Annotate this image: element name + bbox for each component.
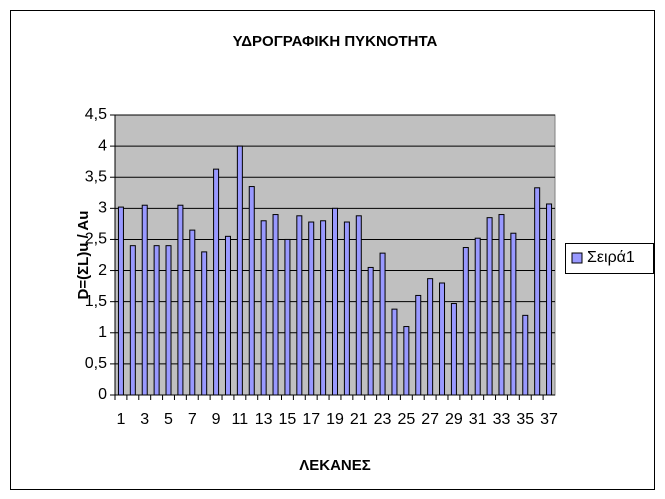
bar [224, 235, 231, 396]
x-tick-label: 11 [232, 411, 249, 428]
bar [391, 308, 398, 396]
chart-title: ΥΔΡΟΓΡΑΦΙΚΗ ΠΥΚΝΟΤΗΤΑ [233, 33, 438, 50]
bar [129, 245, 136, 396]
y-tick-label: 2 [98, 262, 107, 279]
x-tick-label: 35 [516, 411, 534, 428]
bar [141, 204, 148, 396]
bar [332, 207, 338, 396]
x-tick-label: 15 [279, 411, 297, 428]
x-tick-label: 27 [421, 411, 439, 428]
legend-swatch [571, 252, 583, 264]
bar [534, 187, 541, 396]
y-tick-label: 0 [98, 386, 107, 403]
bar [165, 245, 172, 396]
bar [177, 204, 184, 396]
bar [522, 314, 529, 396]
bar [236, 145, 243, 396]
bar [153, 245, 160, 396]
x-tick-label: 31 [469, 411, 487, 428]
legend-label: Σειρά1 [587, 249, 635, 266]
x-tick-label: 17 [302, 411, 320, 428]
bar [415, 294, 422, 396]
x-tick-label: 33 [493, 411, 511, 428]
bar [213, 168, 220, 396]
y-tick-label: 4,5 [85, 106, 107, 123]
x-tick-label: 5 [164, 411, 173, 428]
x-tick-label: 3 [140, 411, 149, 428]
bar [260, 220, 267, 396]
y-axis-label: D=(ΣL)u / Au [75, 211, 92, 300]
bar [343, 221, 350, 396]
x-tick-label: 13 [255, 411, 273, 428]
bar [474, 237, 481, 396]
bar [403, 326, 410, 396]
bar [450, 303, 457, 396]
x-tick-label: 7 [188, 411, 197, 428]
bar [462, 247, 469, 396]
y-tick-label: 4 [98, 137, 107, 154]
x-tick-label: 23 [374, 411, 392, 428]
bar [320, 220, 327, 396]
bar [308, 221, 315, 396]
bar [427, 278, 434, 396]
bar [510, 232, 517, 396]
bar [379, 252, 386, 396]
bar [355, 215, 362, 396]
y-tick-label: 3 [98, 200, 107, 217]
y-tick-label: 1,5 [85, 293, 107, 310]
bar [296, 215, 303, 396]
x-tick-label: 21 [350, 411, 368, 428]
bar [367, 266, 374, 396]
bar [272, 214, 279, 396]
bar [117, 206, 124, 396]
x-tick-label: 37 [540, 411, 558, 428]
x-tick-label: 19 [326, 411, 344, 428]
y-tick-label: 2,5 [85, 231, 107, 248]
y-tick-label: 1 [98, 324, 107, 341]
x-tick-label: 25 [397, 411, 415, 428]
x-axis-label: ΛΕΚΑΝΕΣ [299, 457, 371, 474]
bar [248, 186, 255, 396]
x-tick-label: 1 [116, 411, 125, 428]
bar [284, 238, 291, 396]
bar [189, 229, 196, 396]
bar [498, 214, 505, 396]
x-tick-label: 9 [212, 411, 221, 428]
bar [439, 282, 446, 396]
bar [201, 251, 208, 396]
bar [486, 217, 493, 396]
bar [546, 203, 553, 396]
y-tick-label: 3,5 [85, 168, 107, 185]
y-tick-label: 0,5 [85, 355, 107, 372]
x-tick-label: 29 [445, 411, 463, 428]
